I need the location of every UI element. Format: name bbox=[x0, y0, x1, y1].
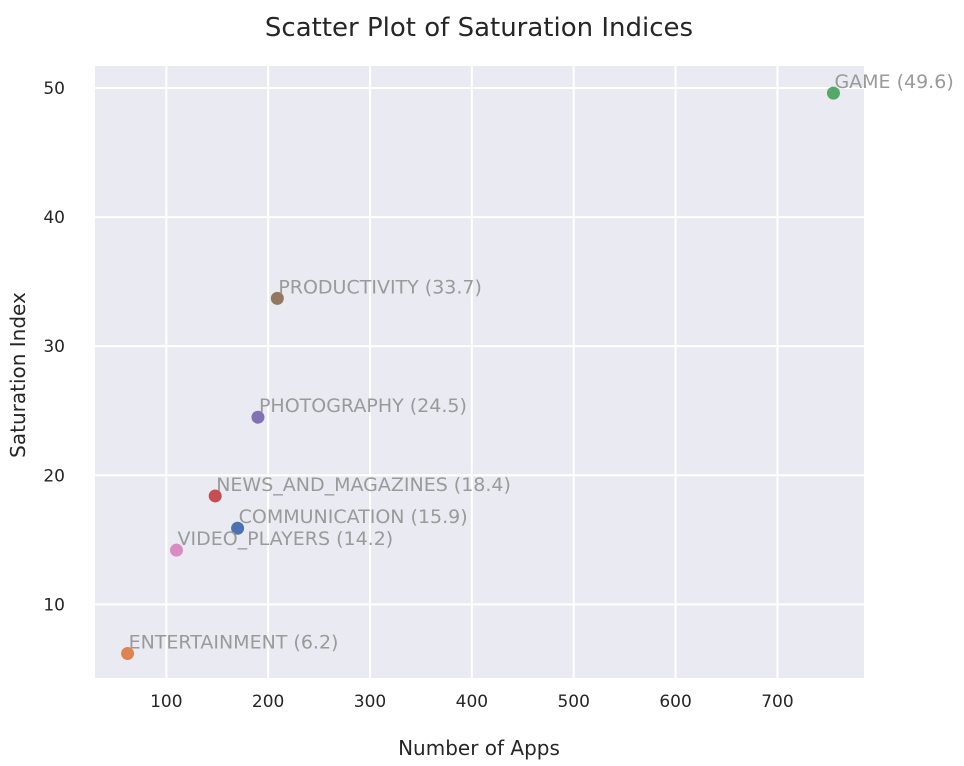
x-tick-label: 600 bbox=[659, 692, 691, 712]
data-point-game bbox=[826, 86, 840, 100]
data-point-productivity bbox=[270, 291, 284, 305]
grid bbox=[95, 66, 864, 678]
y-axis-label: Saturation Index bbox=[6, 292, 30, 458]
data-point-entertainment bbox=[121, 646, 135, 660]
data-point-label: ENTERTAINMENT (6.2) bbox=[129, 631, 339, 653]
x-tick-label: 200 bbox=[252, 692, 284, 712]
plot-area bbox=[95, 66, 864, 678]
x-tick-label: 500 bbox=[557, 692, 589, 712]
x-tick-label: 300 bbox=[354, 692, 386, 712]
y-axis-ticks: 10 20 30 40 50 bbox=[43, 79, 65, 615]
data-point-label: VIDEO_PLAYERS (14.2) bbox=[177, 528, 393, 550]
y-tick-label: 10 bbox=[43, 595, 65, 615]
data-point-labels: COMMUNICATION (15.9) ENTERTAINMENT (6.2) G… bbox=[129, 71, 954, 653]
x-axis-label: Number of Apps bbox=[398, 736, 560, 760]
data-point-label: NEWS_AND_MAGAZINES (18.4) bbox=[216, 474, 511, 496]
x-tick-label: 700 bbox=[761, 692, 793, 712]
data-point-label: COMMUNICATION (15.9) bbox=[239, 506, 468, 528]
data-point-photography bbox=[251, 410, 265, 424]
data-point-label: GAME (49.6) bbox=[834, 71, 953, 93]
data-point-video-players bbox=[169, 543, 183, 557]
data-points bbox=[121, 86, 840, 660]
data-point-label: PRODUCTIVITY (33.7) bbox=[278, 276, 482, 298]
chart-title: Scatter Plot of Saturation Indices bbox=[265, 13, 693, 43]
y-tick-label: 40 bbox=[43, 208, 65, 228]
y-tick-label: 50 bbox=[43, 79, 65, 99]
data-point-communication bbox=[231, 521, 245, 535]
x-axis-ticks: 100 200 300 400 500 600 700 bbox=[150, 692, 794, 712]
x-tick-label: 400 bbox=[456, 692, 488, 712]
data-point-news-and-magazines bbox=[208, 489, 222, 503]
y-tick-label: 20 bbox=[43, 466, 65, 486]
x-tick-label: 100 bbox=[150, 692, 182, 712]
data-point-label: PHOTOGRAPHY (24.5) bbox=[259, 395, 467, 417]
y-tick-label: 30 bbox=[43, 337, 65, 357]
